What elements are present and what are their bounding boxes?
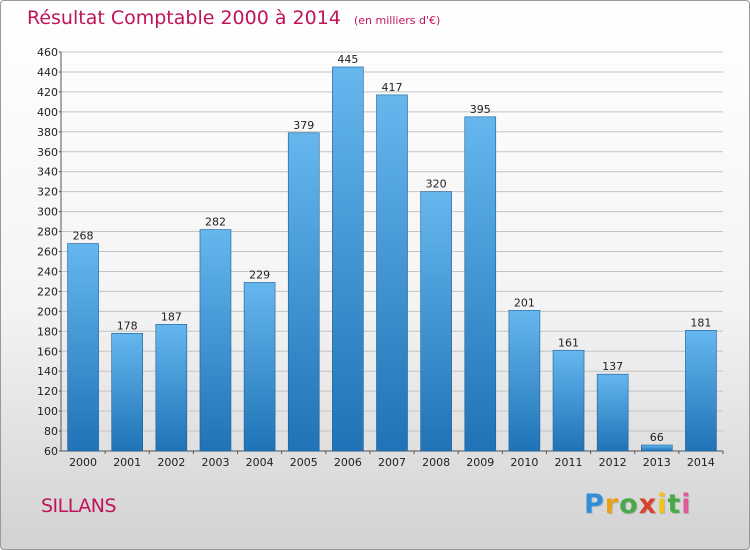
value-label-2005: 379 xyxy=(293,119,314,132)
x-tick-label-2005: 2005 xyxy=(290,456,318,469)
commune-name: SILLANS xyxy=(41,495,117,517)
y-tick-label: 220 xyxy=(37,285,58,298)
bar-2013 xyxy=(640,444,673,452)
y-tick-label: 180 xyxy=(37,325,58,338)
x-tick-label-2014: 2014 xyxy=(687,456,715,469)
proxiti-logo: Proxiti xyxy=(584,489,692,520)
bar-2002 xyxy=(155,324,188,452)
value-label-2008: 320 xyxy=(426,178,447,191)
y-tick-label: 460 xyxy=(37,46,58,59)
y-tick-label: 300 xyxy=(37,206,58,219)
value-label-2001: 178 xyxy=(117,319,138,332)
axes: 60 80 100 120 140 160 180 200 220 240 260 280 300 320… xyxy=(37,46,724,469)
chart-unit-label: (en milliers d'€) xyxy=(353,14,441,27)
y-tick-label: 80 xyxy=(44,425,58,438)
bar-2012 xyxy=(596,373,629,452)
y-tick-label: 420 xyxy=(37,86,58,99)
value-labels: 268 178 187 282 229 379 445 417 320 395 201 161 137 6… xyxy=(73,53,712,444)
x-tick-label-2011: 2011 xyxy=(555,456,583,469)
chart-title-text: Résultat Comptable 2000 à 2014 xyxy=(27,7,341,29)
bars xyxy=(67,66,717,452)
bar-2000 xyxy=(67,243,99,452)
logo-letter: t xyxy=(667,489,682,520)
x-tick-label-2009: 2009 xyxy=(466,456,494,469)
chart-title: Résultat Comptable 2000 à 2014 (en milli… xyxy=(27,7,440,29)
x-tick-label-2012: 2012 xyxy=(599,456,627,469)
bar-2010 xyxy=(508,310,541,452)
bar-2007 xyxy=(376,94,408,452)
value-label-2010: 201 xyxy=(514,296,535,309)
value-label-2007: 417 xyxy=(382,81,403,94)
value-label-2000: 268 xyxy=(73,230,94,243)
y-tick-label: 260 xyxy=(37,246,58,259)
bar-2003 xyxy=(199,229,232,452)
y-tick-label: 380 xyxy=(37,126,58,139)
value-label-2012: 137 xyxy=(602,360,623,373)
x-tick-label-2002: 2002 xyxy=(157,456,185,469)
value-label-2004: 229 xyxy=(249,268,270,281)
value-label-2003: 282 xyxy=(205,216,226,229)
bar-2006 xyxy=(332,66,364,452)
x-tick-label-2010: 2010 xyxy=(510,456,538,469)
bar-2005 xyxy=(287,132,320,452)
logo-letter: i xyxy=(657,489,668,520)
y-tick-label: 340 xyxy=(37,166,58,179)
x-tick-label-2003: 2003 xyxy=(201,456,229,469)
value-label-2014: 181 xyxy=(690,316,711,329)
bar-2011 xyxy=(552,349,585,452)
bar-2008 xyxy=(420,191,452,452)
y-tick-label: 400 xyxy=(37,106,58,119)
bar-2004 xyxy=(243,282,276,452)
logo-letter: r xyxy=(604,489,620,520)
y-tick-label: 120 xyxy=(37,385,58,398)
y-tick-label: 200 xyxy=(37,305,58,318)
bar-2009 xyxy=(464,116,497,452)
value-label-2013: 66 xyxy=(650,431,664,444)
y-tick-label: 100 xyxy=(37,405,58,418)
y-tick-label: 280 xyxy=(37,226,58,239)
value-label-2009: 395 xyxy=(470,103,491,116)
y-tick-label: 360 xyxy=(37,146,58,159)
value-label-2002: 187 xyxy=(161,310,182,323)
y-tick-label: 160 xyxy=(37,345,58,358)
x-tick-label-2006: 2006 xyxy=(334,456,362,469)
x-tick-label-2013: 2013 xyxy=(643,456,671,469)
x-tick-label-2004: 2004 xyxy=(246,456,274,469)
logo-letter: x xyxy=(638,489,658,520)
y-tick-label: 320 xyxy=(37,186,58,199)
logo-letter: o xyxy=(619,489,639,520)
value-label-2006: 445 xyxy=(337,53,358,66)
x-tick-label-2008: 2008 xyxy=(422,456,450,469)
logo-letter: i xyxy=(681,489,692,520)
y-tick-label: 440 xyxy=(37,66,58,79)
value-label-2011: 161 xyxy=(558,336,579,349)
bar-2014 xyxy=(685,330,717,452)
x-tick-label-2001: 2001 xyxy=(113,456,141,469)
y-tick-label: 60 xyxy=(44,445,58,458)
y-tick-label: 140 xyxy=(37,365,58,378)
y-tick-label: 240 xyxy=(37,265,58,278)
logo-letter: P xyxy=(584,489,605,520)
x-tick-label-2000: 2000 xyxy=(69,456,97,469)
x-tick-label-2007: 2007 xyxy=(378,456,406,469)
bar-2001 xyxy=(111,332,143,452)
